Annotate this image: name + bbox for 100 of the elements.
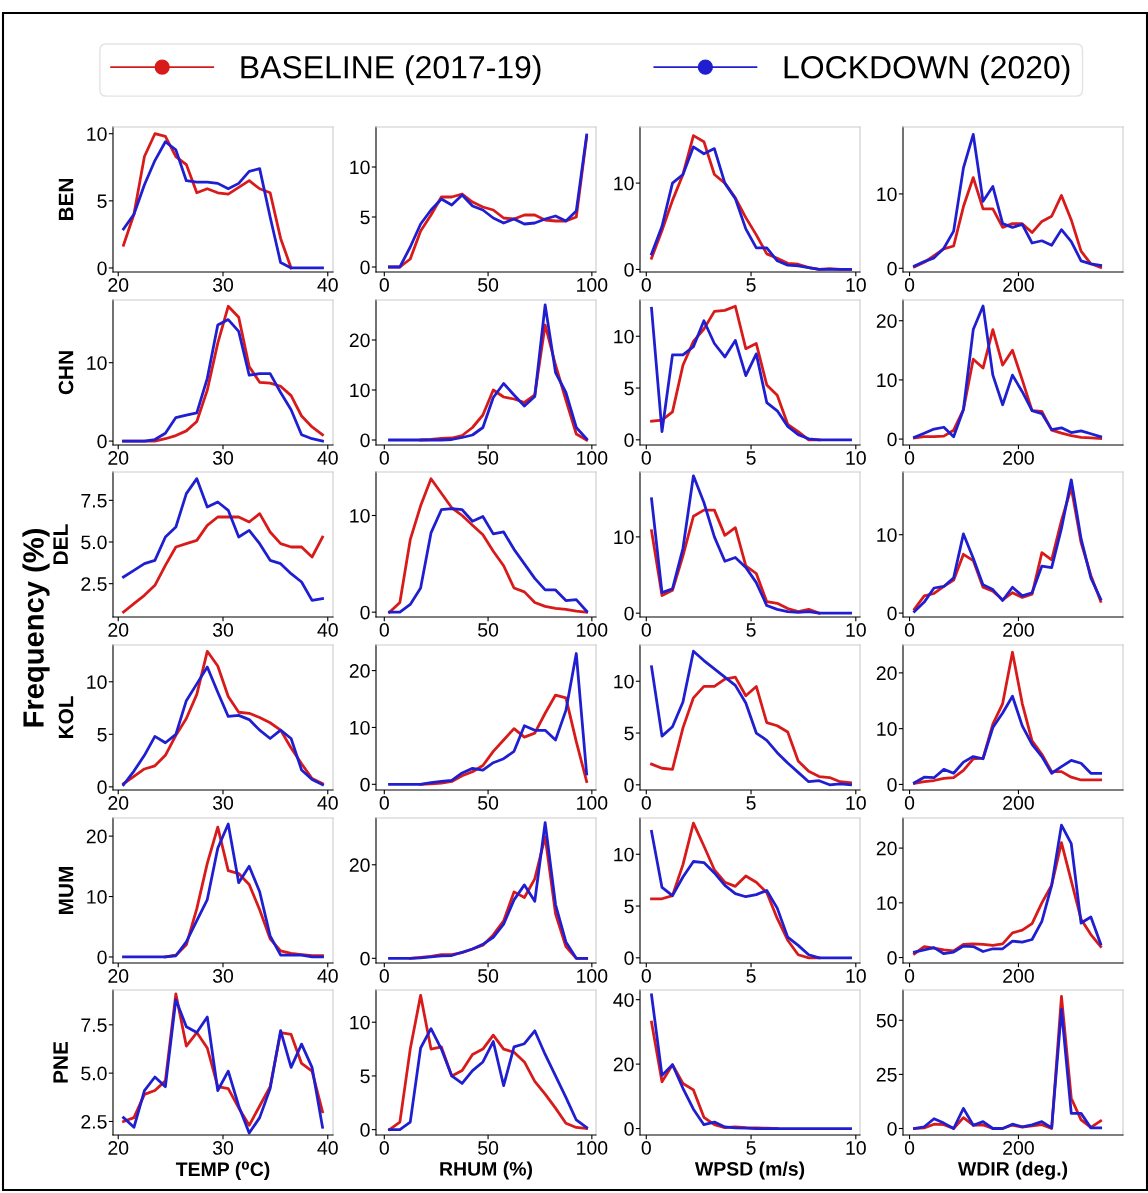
x-tick-label: 0 [904, 451, 915, 465]
x-tick-label: 0 [379, 278, 389, 292]
x-tick-label: 5 [746, 278, 756, 292]
y-tick-label: 7.5 [81, 494, 107, 508]
x-tick-label: 20 [108, 1141, 129, 1155]
x-tick-label: 30 [212, 623, 234, 637]
x-tick-label: 200 [1003, 1141, 1034, 1155]
y-tick-label: 0 [624, 262, 634, 277]
x-tick-label: 0 [641, 796, 651, 810]
y-tick-label: 10 [350, 508, 370, 523]
y-tick-label: 0 [360, 951, 370, 966]
y-tick-label: 10 [877, 528, 897, 542]
x-tick-label: 40 [317, 969, 338, 983]
x-tick-label: 5 [746, 623, 756, 637]
x-tick-label: 10 [846, 451, 866, 465]
y-tick-label: 10 [614, 847, 634, 862]
y-tick-label: 10 [87, 127, 107, 141]
x-tick-label: 200 [1003, 969, 1034, 983]
y-tick-label: 10 [877, 896, 897, 911]
x-tick-label: 5 [746, 796, 756, 810]
x-tick-label: 200 [1003, 623, 1034, 637]
y-tick-label: 2.5 [81, 1114, 107, 1129]
x-tick-label: 10 [846, 796, 866, 810]
y-tick-label: 10 [614, 674, 634, 689]
x-tick-label: 100 [577, 451, 608, 465]
y-tick-label: 10 [350, 160, 370, 175]
y-tick-label: 0 [887, 432, 897, 447]
x-tick-label: 0 [904, 796, 915, 810]
y-tick-label: 0 [97, 261, 107, 276]
x-tick-label: 30 [212, 451, 234, 465]
x-tick-label: 100 [577, 623, 608, 637]
x-tick-label: 40 [317, 451, 338, 465]
x-tick-label: 50 [478, 451, 499, 465]
x-tick-label: 0 [641, 623, 651, 637]
y-tick-label: 0 [624, 778, 634, 793]
y-tick-label: 0 [360, 777, 370, 792]
y-tick-label: 0 [360, 605, 370, 620]
x-tick-label: 20 [108, 451, 129, 465]
x-axis-title: TEMP (⁰C) [175, 1161, 270, 1180]
y-tick-label: 10 [614, 530, 634, 545]
y-axis-title: BEN [58, 178, 74, 221]
x-tick-label: 100 [577, 278, 608, 292]
x-tick-label: 5 [746, 451, 756, 465]
x-tick-label: 200 [1003, 451, 1034, 465]
y-tick-label: 10 [350, 720, 370, 735]
y-tick-label: 10 [350, 383, 370, 398]
y-tick-label: 0 [624, 1122, 634, 1136]
y-tick-label: 5.0 [81, 535, 107, 550]
y-tick-label: 2.5 [81, 577, 107, 591]
x-tick-label: 30 [212, 796, 234, 810]
y-tick-label: 20 [613, 1057, 634, 1072]
y-tick-label: 7.5 [81, 1018, 107, 1033]
y-tick-label: 20 [876, 841, 897, 856]
y-tick-label: 0 [887, 606, 897, 621]
x-tick-label: 40 [317, 623, 338, 637]
y-tick-label: 20 [876, 666, 897, 681]
y-tick-label: 0 [887, 777, 897, 792]
x-tick-label: 0 [641, 1141, 651, 1155]
x-tick-label: 10 [846, 969, 866, 983]
y-tick-label: 0 [887, 261, 897, 276]
y-tick-label: 5 [360, 210, 370, 225]
y-tick-label: 10 [877, 187, 897, 202]
y-tick-label: 0 [97, 950, 107, 965]
y-tick-label: 10 [87, 675, 107, 690]
legend-label: BASELINE (2017-19) [241, 55, 541, 85]
x-tick-label: 20 [108, 278, 129, 292]
x-tick-label: 30 [212, 278, 234, 292]
x-tick-label: 0 [641, 969, 651, 983]
x-axis-title: WDIR (deg.) [957, 1161, 1068, 1180]
y-tick-label: 5.0 [81, 1066, 107, 1081]
x-axis-title: RHUM (%) [440, 1161, 533, 1180]
y-tick-label: 0 [97, 780, 107, 795]
y-tick-label: 5 [97, 727, 107, 742]
x-tick-label: 20 [108, 969, 129, 983]
y-tick-label: 0 [887, 951, 897, 965]
x-tick-label: 40 [317, 278, 338, 292]
x-tick-label: 10 [846, 278, 866, 292]
x-tick-label: 0 [904, 969, 915, 983]
x-tick-label: 30 [212, 1141, 234, 1155]
x-tick-label: 10 [846, 1141, 866, 1155]
x-tick-label: 0 [379, 796, 389, 810]
y-tick-label: 10 [877, 373, 897, 388]
x-tick-label: 5 [746, 969, 756, 983]
y-tick-label: 5 [624, 381, 634, 396]
legend-label: LOCKDOWN (2020) [784, 55, 1070, 85]
y-tick-label: 20 [876, 314, 897, 328]
x-tick-label: 100 [577, 969, 608, 983]
y-tick-label: 5 [624, 726, 634, 741]
x-tick-label: 200 [1003, 796, 1034, 810]
y-axis-title: PNE [53, 1041, 68, 1083]
y-tick-label: 10 [614, 176, 634, 191]
y-axis-title: KOL [58, 696, 74, 739]
y-tick-label: 0 [360, 433, 370, 448]
y-tick-label: 0 [624, 606, 634, 621]
x-tick-label: 0 [379, 451, 389, 465]
y-tick-label: 10 [87, 890, 107, 904]
y-axis-title: DEL [53, 524, 68, 564]
x-tick-label: 0 [641, 278, 651, 292]
y-tick-label: 10 [877, 722, 897, 736]
x-tick-label: 50 [478, 1141, 499, 1155]
